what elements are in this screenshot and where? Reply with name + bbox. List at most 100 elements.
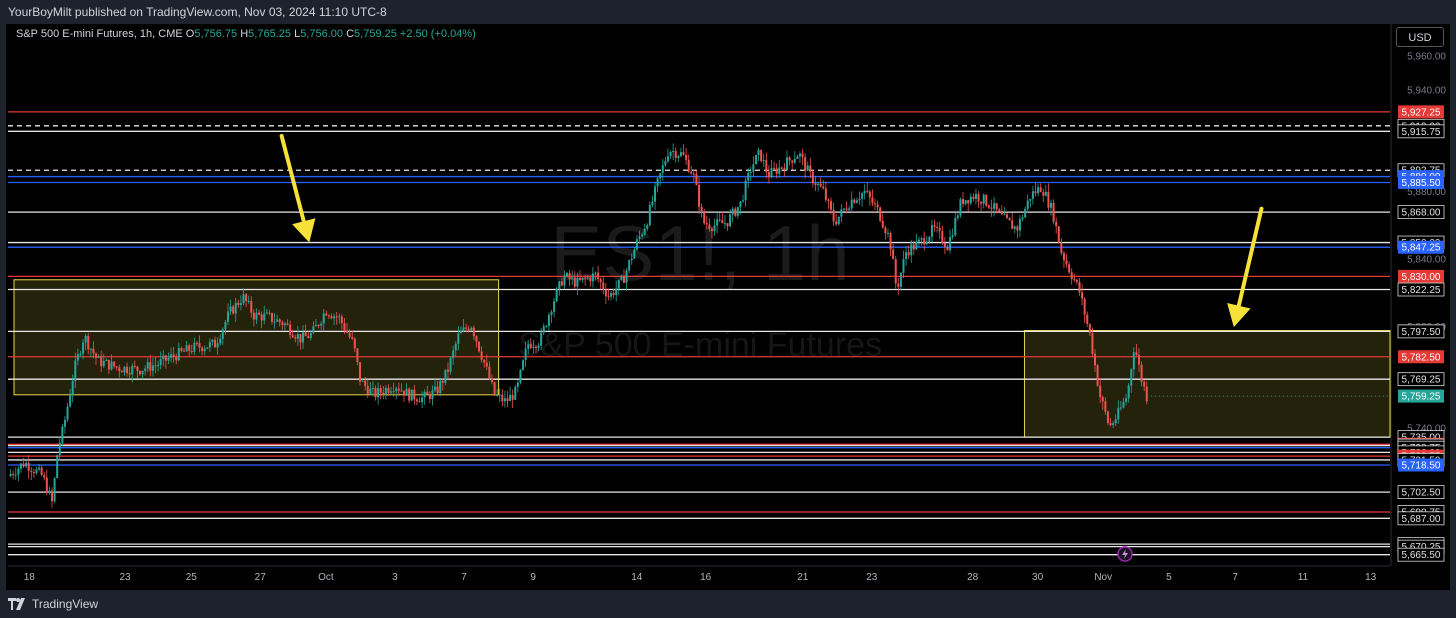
candle-body	[524, 348, 527, 361]
candle-body	[348, 332, 351, 338]
candle-body	[1088, 323, 1091, 334]
legend-low: L5,756.00	[294, 28, 344, 40]
candle-body	[858, 198, 861, 201]
candle-body	[1060, 242, 1063, 254]
current-price-badge	[1398, 389, 1444, 403]
currency-button[interactable]: USD	[1396, 27, 1444, 47]
candle-body	[1013, 226, 1016, 229]
candle-body	[454, 343, 457, 351]
candle-body	[120, 371, 123, 373]
candle-body	[669, 152, 672, 157]
candle-body	[490, 378, 493, 383]
candle-body	[736, 207, 739, 216]
candle-body	[374, 388, 377, 398]
candle-body	[76, 354, 79, 361]
candle-body	[918, 239, 921, 242]
candle-body	[237, 302, 240, 305]
candle-body	[97, 356, 100, 358]
candle-body	[439, 380, 442, 394]
time-axis-label: 28	[967, 572, 979, 583]
candle-body	[778, 167, 781, 174]
candle-body	[1006, 214, 1009, 218]
candle-body	[977, 193, 980, 202]
candle-body	[672, 151, 675, 153]
candle-body	[850, 199, 853, 209]
candle-body	[760, 149, 763, 162]
candle-body	[687, 159, 690, 172]
candle-body	[53, 478, 56, 502]
candle-body	[208, 342, 211, 348]
price-scale-label: 5,960.00	[1407, 51, 1446, 62]
level-badge	[1397, 205, 1445, 220]
candle-body	[395, 388, 398, 392]
candle-body	[739, 201, 742, 208]
candle-body	[263, 313, 266, 321]
candle-body	[283, 323, 286, 326]
candle-body	[485, 362, 488, 367]
price-chart[interactable]: ES1!, 1h S&P 500 E-mini Futures 5,960.00 5,…	[0, 0, 1456, 590]
candle-body	[643, 228, 646, 235]
candle-body	[270, 313, 273, 322]
time-axis-label: 11	[1298, 572, 1309, 583]
candle-body	[312, 326, 315, 333]
candle-body	[801, 153, 804, 158]
candle-body	[731, 208, 734, 215]
candle-body	[84, 335, 87, 343]
candle-body	[1039, 187, 1042, 193]
candle-body	[788, 157, 791, 161]
candle-body	[428, 393, 431, 400]
candle-body	[881, 220, 884, 228]
supply-demand-zone	[1023, 330, 1391, 438]
candle-body	[692, 173, 695, 175]
candle-body	[154, 365, 157, 367]
candle-body	[465, 327, 468, 329]
candle-body	[659, 173, 662, 179]
candle-body	[610, 292, 613, 297]
candle-body	[1057, 226, 1060, 243]
candle-body	[889, 232, 892, 250]
candle-body	[371, 388, 374, 390]
candle-body	[149, 362, 152, 371]
candle-body	[855, 200, 858, 203]
candle-body	[962, 199, 965, 204]
candle-body	[436, 386, 439, 394]
candle-body	[113, 361, 116, 367]
candle-body	[118, 367, 121, 372]
candle-body	[1055, 221, 1058, 227]
candle-body	[718, 219, 721, 221]
candle-body	[255, 312, 258, 320]
candle-body	[1029, 198, 1032, 201]
candle-body	[1086, 314, 1089, 324]
candle-body	[1130, 369, 1133, 386]
candle-body	[1106, 411, 1109, 423]
candle-body	[351, 337, 354, 339]
candle-body	[954, 218, 957, 236]
candle-body	[949, 236, 952, 251]
candle-body	[705, 223, 708, 225]
time-axis-label: 21	[797, 572, 809, 583]
candle-body	[100, 356, 103, 367]
candle-body	[94, 353, 97, 358]
candle-body	[827, 199, 830, 201]
candle-body	[364, 380, 367, 386]
tradingview-brand: TradingView	[32, 597, 99, 611]
candle-body	[723, 223, 726, 225]
candle-body	[9, 474, 12, 477]
candle-body	[392, 391, 395, 393]
candle-body	[408, 388, 411, 401]
candle-body	[146, 362, 149, 369]
candle-body	[1021, 217, 1024, 220]
time-axis-label: 7	[461, 572, 467, 583]
candle-body	[335, 316, 338, 318]
candle-body	[791, 160, 794, 163]
candle-body	[532, 346, 535, 348]
candle-body	[276, 319, 279, 322]
candle-body	[221, 329, 224, 339]
candle-body	[250, 300, 253, 313]
candle-body	[338, 316, 341, 318]
candle-body	[747, 172, 750, 181]
candle-body	[278, 319, 281, 323]
candle-body	[56, 455, 59, 479]
candle-body	[12, 474, 15, 476]
tradingview-logo[interactable]: TradingView	[8, 596, 98, 612]
